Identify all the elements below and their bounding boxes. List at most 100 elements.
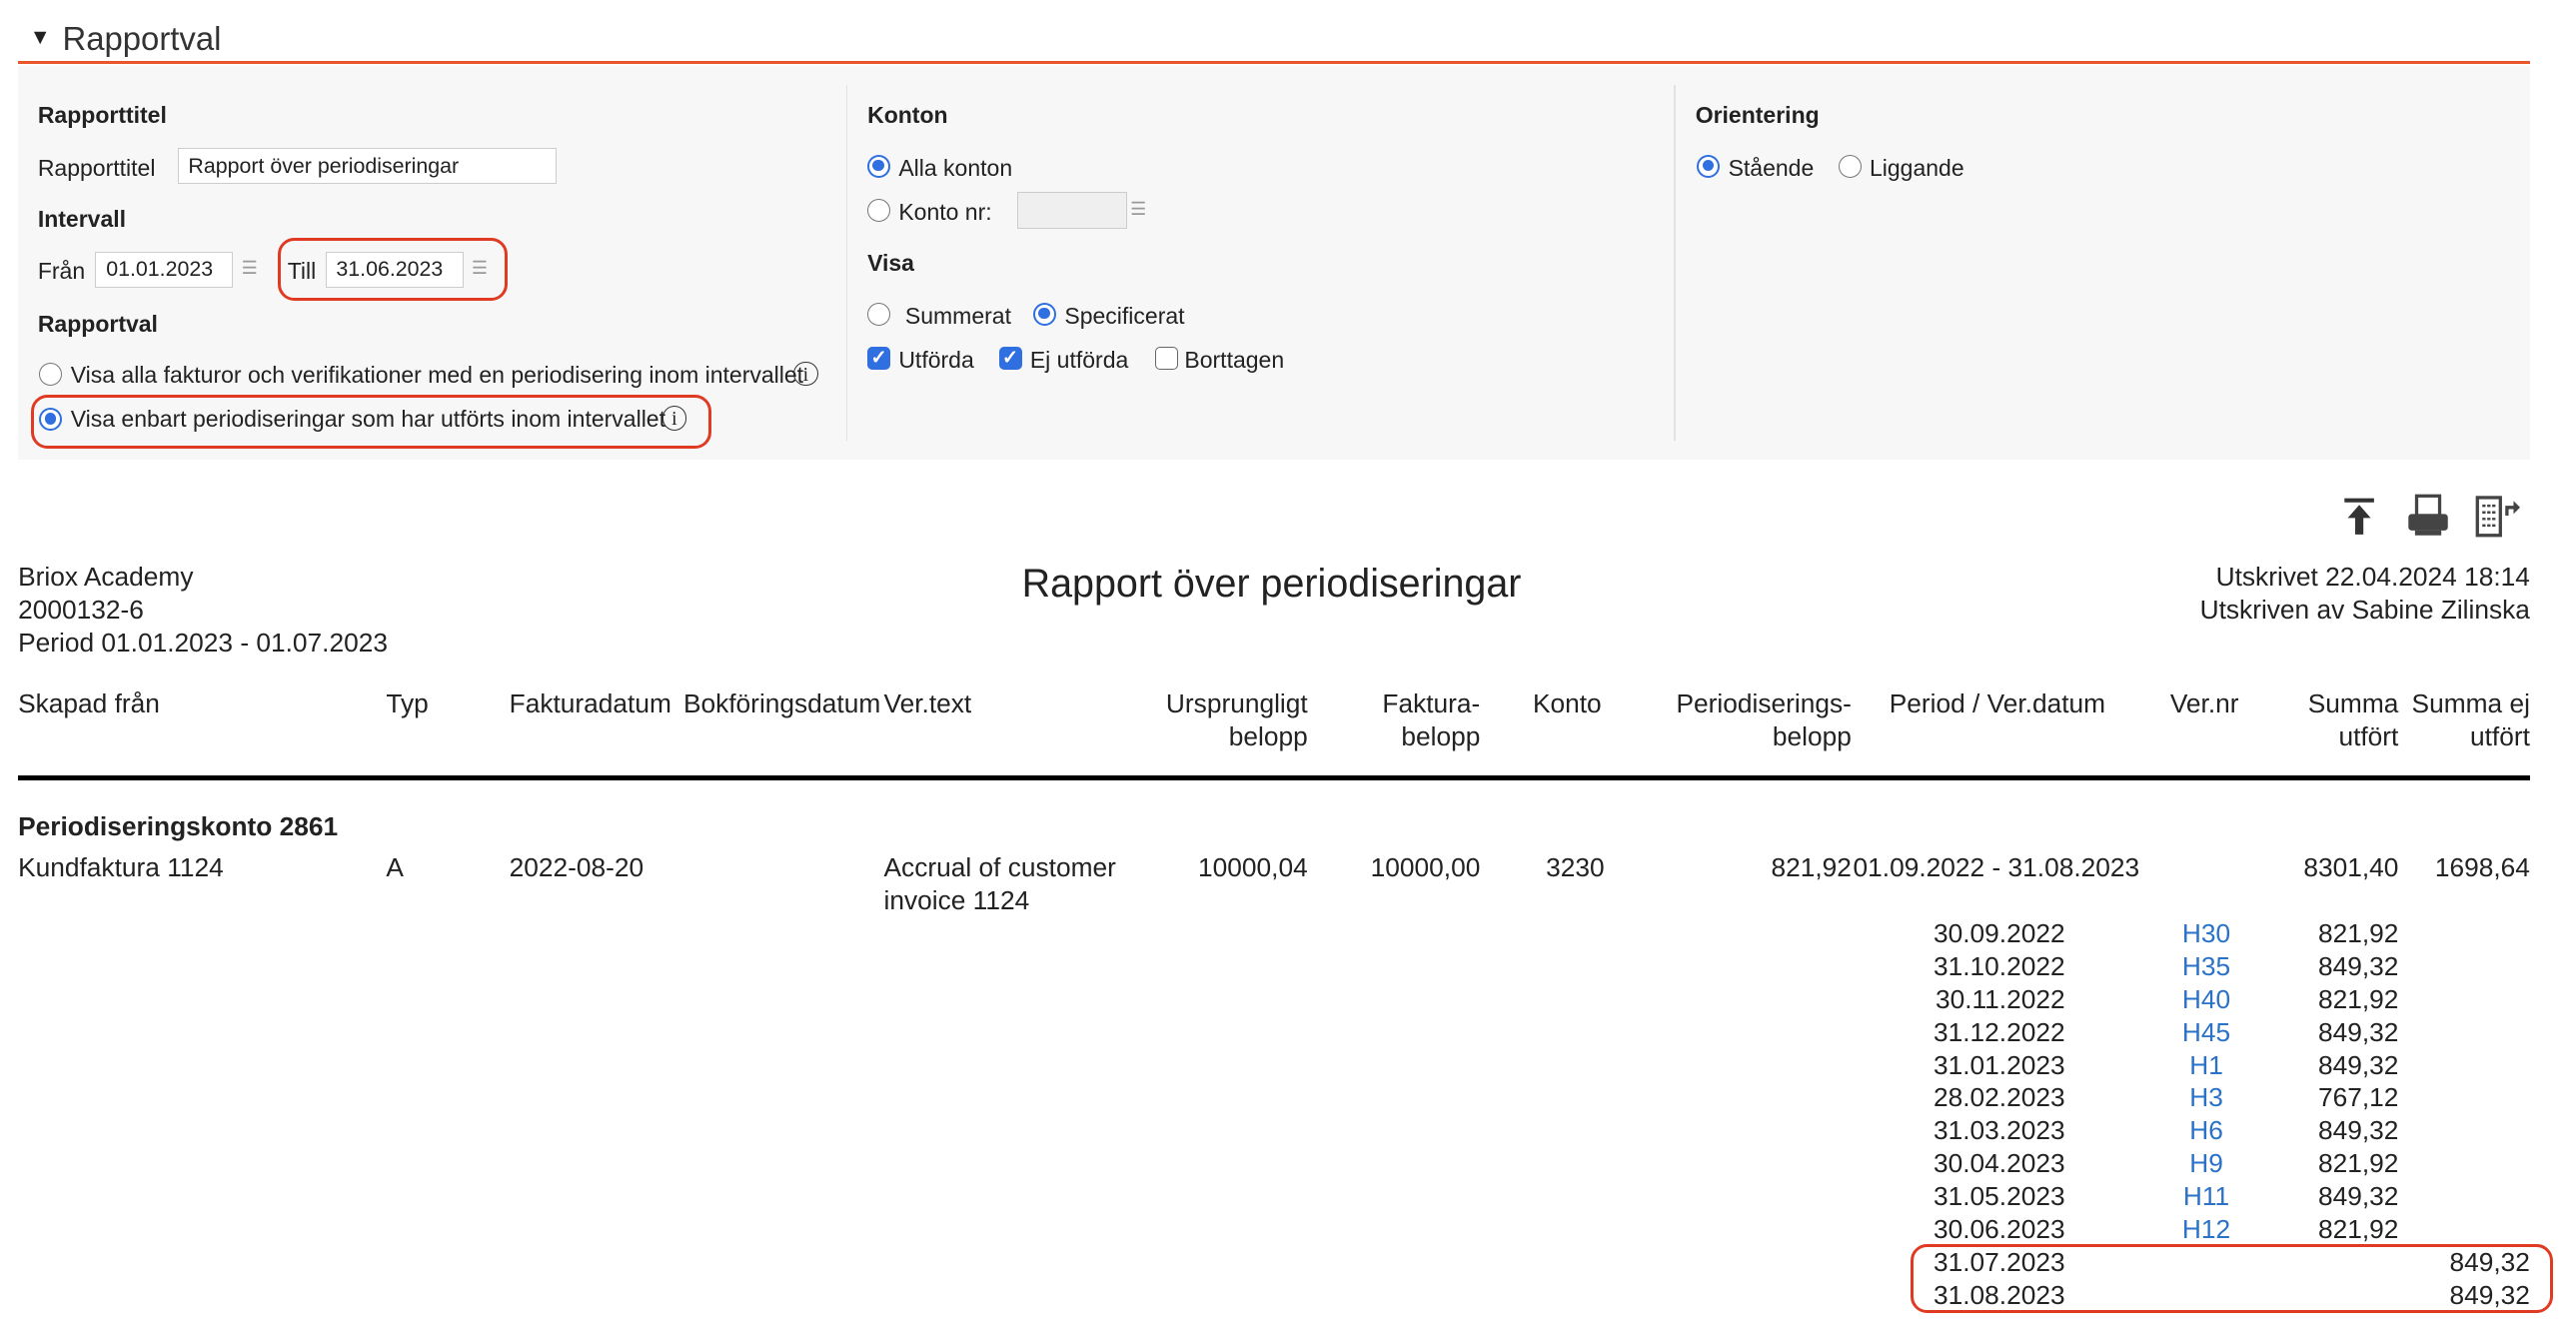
- checkbox-utforda[interactable]: ✓: [867, 346, 891, 370]
- highlight-annotation: [277, 238, 509, 301]
- alla-konton-label[interactable]: Alla konton: [898, 154, 1013, 181]
- org-number: 2000132-6: [18, 595, 144, 626]
- cell-utfort: 849,32: [2317, 1049, 2399, 1080]
- cell-vernr[interactable]: H40: [2181, 983, 2231, 1014]
- col-faktura: Faktura-: [1382, 687, 1481, 718]
- cell-ursprungligt: 10000,04: [1198, 852, 1308, 883]
- printed-by: Utskriven av Sabine Zilinska: [2199, 595, 2530, 626]
- radio-alla-konton[interactable]: [867, 154, 891, 178]
- cell-ej-utfort: 849,32: [2449, 1279, 2530, 1310]
- info-icon[interactable]: i: [661, 406, 687, 431]
- cell-summa-utfort: 8301,40: [2303, 852, 2399, 883]
- cell-vernr[interactable]: H3: [2189, 1082, 2223, 1113]
- highlight-annotation: [31, 394, 711, 449]
- print-icon[interactable]: [2405, 493, 2451, 539]
- checkbox-borttagen[interactable]: [1154, 346, 1178, 370]
- cell-period: 01.09.2022 - 31.08.2023: [1853, 852, 2140, 883]
- cell-vernr[interactable]: H9: [2189, 1148, 2223, 1179]
- from-label: Från: [37, 258, 86, 285]
- checkbox-ej-utforda[interactable]: ✓: [998, 346, 1022, 370]
- cell-vernr[interactable]: H1: [2189, 1049, 2223, 1080]
- cell-utfort: 849,32: [2317, 1181, 2399, 1212]
- col-fakturadatum: Fakturadatum: [509, 687, 671, 718]
- export-report-icon[interactable]: [2474, 493, 2523, 539]
- cell-faktura: 10000,00: [1370, 852, 1481, 883]
- col-summa-ej: Summa ej: [2411, 687, 2530, 718]
- staende-label[interactable]: Stående: [1728, 154, 1815, 181]
- orientering-heading: Orientering: [1695, 101, 1820, 128]
- cell-fakturadatum: 2022-08-20: [509, 852, 644, 883]
- cell-utfort: 849,32: [2317, 1016, 2399, 1047]
- cell-date: 30.06.2023: [1933, 1213, 2065, 1244]
- konto-nr-label[interactable]: Konto nr:: [898, 198, 992, 225]
- cell-vertext: Accrual of customer: [883, 852, 1116, 883]
- company-name: Briox Academy: [18, 562, 194, 593]
- summerat-label[interactable]: Summerat: [904, 302, 1011, 329]
- cell-periodiserings: 821,92: [1771, 852, 1852, 883]
- cell-vernr[interactable]: H11: [2182, 1181, 2230, 1212]
- printed-date: Utskrivet 22.04.2024 18:14: [2215, 562, 2530, 593]
- col-summa-utfort-2: utfört: [2338, 720, 2399, 751]
- radio-visa-enbart-label[interactable]: Visa enbart periodiseringar som har utfö…: [70, 406, 665, 433]
- radio-visa-enbart[interactable]: [39, 407, 63, 431]
- cell-vernr[interactable]: H12: [2181, 1213, 2231, 1244]
- col-skapad: Skapad från: [18, 687, 160, 718]
- list-picker-icon[interactable]: ☰: [471, 258, 489, 279]
- radio-konto-nr[interactable]: [867, 198, 891, 222]
- cell-vernr[interactable]: H35: [2181, 950, 2231, 981]
- utforda-label[interactable]: Utförda: [898, 346, 974, 373]
- col-periodiserings-2: belopp: [1772, 720, 1852, 751]
- column-divider: [1674, 85, 1676, 441]
- list-picker-icon[interactable]: ☰: [241, 258, 258, 279]
- cell-date: 30.04.2023: [1933, 1148, 2065, 1179]
- cell-summa-ej: 1698,64: [2434, 852, 2530, 883]
- cell-date: 30.11.2022: [1934, 983, 2065, 1014]
- cell-date: 30.09.2022: [1933, 918, 2065, 949]
- cell-vernr[interactable]: H45: [2181, 1016, 2231, 1047]
- borttagen-label[interactable]: Borttagen: [1184, 346, 1285, 373]
- radio-visa-alla[interactable]: [39, 363, 63, 387]
- report-period: Period 01.01.2023 - 01.07.2023: [18, 628, 388, 659]
- col-ursprungligt-2: belopp: [1228, 720, 1308, 751]
- radio-staende[interactable]: [1697, 154, 1721, 178]
- cell-date: 31.08.2023: [1933, 1279, 2065, 1310]
- cell-date: 31.12.2022: [1933, 1016, 2065, 1047]
- upload-top-icon[interactable]: [2341, 497, 2377, 536]
- rapporttitel-input[interactable]: Rapport över periodiseringar: [177, 147, 558, 185]
- to-label: Till: [287, 258, 317, 285]
- cell-vernr[interactable]: H6: [2189, 1115, 2223, 1146]
- liggande-label[interactable]: Liggande: [1869, 154, 1964, 181]
- radio-liggande[interactable]: [1838, 154, 1862, 178]
- specificerat-label[interactable]: Specificerat: [1064, 302, 1185, 329]
- list-picker-icon[interactable]: ☰: [1130, 198, 1147, 219]
- cell-utfort: 767,12: [2317, 1082, 2399, 1113]
- from-date-input[interactable]: 01.01.2023: [95, 251, 234, 288]
- info-icon[interactable]: i: [793, 361, 818, 387]
- cell-vernr[interactable]: H30: [2181, 918, 2231, 949]
- col-period: Period / Ver.datum: [1889, 687, 2106, 718]
- section-divider: [18, 60, 2530, 65]
- ej-utforda-label[interactable]: Ej utförda: [1029, 346, 1129, 373]
- cell-ej-utfort: 849,32: [2449, 1246, 2530, 1277]
- konto-nr-input[interactable]: [1016, 192, 1127, 229]
- cell-utfort: 849,32: [2317, 950, 2399, 981]
- radio-visa-alla-label[interactable]: Visa alla fakturor och verifikationer me…: [70, 361, 804, 388]
- cell-utfort: 821,92: [2317, 983, 2399, 1014]
- cell-date: 31.03.2023: [1933, 1115, 2065, 1146]
- cell-utfort: 821,92: [2317, 1213, 2399, 1244]
- col-konto: Konto: [1532, 687, 1602, 718]
- cell-typ: A: [386, 852, 404, 883]
- radio-summerat[interactable]: [867, 302, 891, 326]
- header-rule: [18, 775, 2530, 780]
- col-summa-ej-2: utfört: [2469, 720, 2530, 751]
- caret-down-icon[interactable]: ▼: [29, 24, 51, 49]
- section-title[interactable]: Rapportval: [62, 19, 222, 57]
- cell-skapad: Kundfaktura 1124: [18, 852, 224, 883]
- col-periodiserings: Periodiserings-: [1676, 687, 1852, 718]
- rapportval-heading: Rapportval: [37, 310, 158, 337]
- col-vertext: Ver.text: [883, 687, 972, 718]
- rapporttitel-heading: Rapporttitel: [37, 101, 167, 128]
- radio-specificerat[interactable]: [1033, 302, 1057, 326]
- to-date-input[interactable]: 31.06.2023: [325, 251, 464, 288]
